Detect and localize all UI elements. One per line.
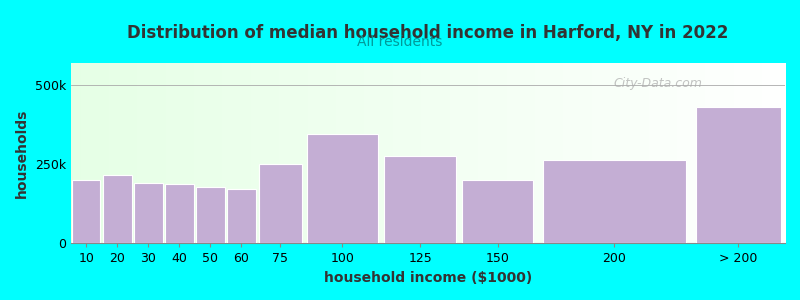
Bar <box>259 164 302 243</box>
Bar <box>103 176 131 243</box>
Bar <box>72 180 101 243</box>
Text: City-Data.com: City-Data.com <box>614 77 702 90</box>
X-axis label: household income ($1000): household income ($1000) <box>324 271 532 285</box>
Bar <box>462 180 534 243</box>
Bar <box>165 184 194 243</box>
Bar <box>196 187 225 243</box>
Text: All residents: All residents <box>358 34 442 49</box>
Bar <box>384 156 456 243</box>
Bar <box>695 107 782 243</box>
Bar <box>542 160 686 243</box>
Bar <box>306 134 378 243</box>
Title: Distribution of median household income in Harford, NY in 2022: Distribution of median household income … <box>127 24 729 42</box>
Y-axis label: households: households <box>15 109 29 198</box>
Bar <box>134 183 162 243</box>
Bar <box>227 189 256 243</box>
